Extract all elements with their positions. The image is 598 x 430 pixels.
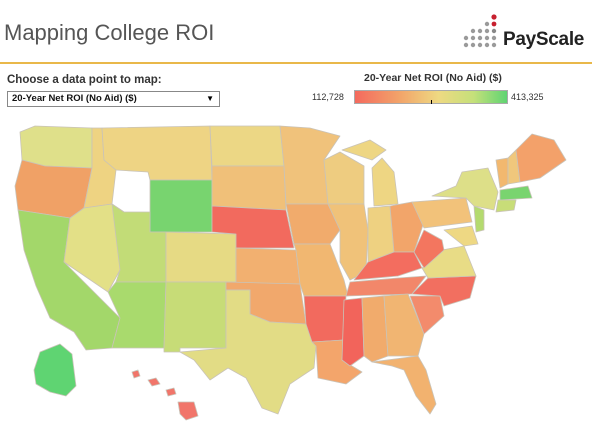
state-vermont[interactable] — [495, 157, 509, 189]
state-new-mexico[interactable] — [163, 281, 227, 353]
state-colorado[interactable] — [165, 231, 237, 283]
legend-max-label: 413,325 — [511, 92, 544, 102]
payscale-logo-text: PayScale — [503, 29, 585, 50]
state-mississippi[interactable] — [341, 297, 365, 367]
header-divider — [0, 62, 592, 64]
state-oregon[interactable] — [14, 159, 93, 219]
state-alaska[interactable] — [33, 343, 77, 397]
page-title: Mapping College ROI — [4, 20, 215, 45]
state-iowa[interactable] — [285, 203, 341, 245]
state-kansas[interactable] — [235, 247, 301, 285]
state-wisconsin[interactable] — [323, 151, 365, 205]
state-georgia[interactable] — [383, 293, 425, 357]
legend-min-label: 112,728 — [312, 92, 344, 102]
state-hawaii[interactable] — [131, 369, 199, 421]
legend-title: 20-Year Net ROI (No Aid) ($) — [364, 72, 502, 84]
state-alabama[interactable] — [361, 295, 389, 363]
state-pennsylvania[interactable] — [411, 197, 473, 229]
payscale-logo-icon — [463, 14, 497, 48]
state-arkansas[interactable] — [303, 295, 347, 343]
state-florida[interactable] — [371, 355, 437, 415]
state-north-dakota[interactable] — [209, 125, 285, 167]
state-connecticut[interactable] — [495, 199, 517, 213]
dropdown-selected-value: 20-Year Net ROI (No Aid) ($) — [12, 93, 137, 104]
data-point-chooser-label: Choose a data point to map: — [7, 74, 162, 86]
state-wyoming[interactable] — [149, 179, 213, 233]
state-south-dakota[interactable] — [211, 165, 287, 211]
state-massachusetts[interactable] — [499, 185, 533, 201]
state-montana[interactable] — [101, 125, 213, 181]
state-new-jersey[interactable] — [473, 205, 485, 233]
state-west-virginia[interactable] — [413, 229, 445, 269]
state-maryland[interactable] — [443, 225, 479, 247]
state-ohio[interactable] — [389, 201, 425, 253]
state-maine[interactable] — [515, 133, 567, 183]
state-washington[interactable] — [19, 125, 93, 169]
us-states-map — [14, 125, 567, 421]
dropdown-arrow-icon: ▼ — [206, 94, 214, 103]
data-point-dropdown[interactable]: 20-Year Net ROI (No Aid) ($) ▼ — [7, 91, 220, 107]
state-michigan[interactable] — [341, 139, 399, 207]
state-south-carolina[interactable] — [409, 295, 445, 335]
state-texas[interactable] — [179, 289, 317, 415]
legend-midpoint-tick — [431, 100, 432, 104]
state-new-york[interactable] — [431, 167, 499, 211]
